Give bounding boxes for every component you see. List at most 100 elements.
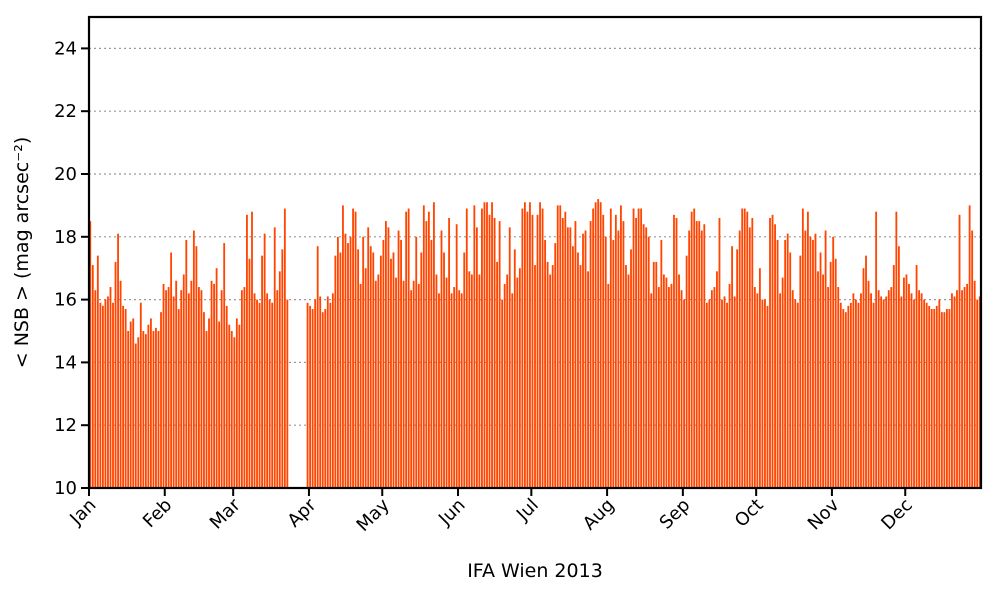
bar-day-232 — [673, 214, 675, 488]
bar-day-241 — [695, 221, 698, 488]
bar-day-49 — [210, 280, 213, 488]
bar-day-301 — [847, 305, 850, 488]
bar-day-51 — [215, 268, 218, 488]
bar-day-236 — [683, 299, 685, 488]
bar-day-262 — [748, 227, 751, 488]
bar-day-198 — [587, 271, 589, 488]
bar-day-298 — [839, 302, 842, 488]
bar-day-174 — [526, 211, 529, 488]
bar-day-105 — [352, 208, 354, 489]
bar-day-145 — [453, 287, 456, 488]
bar-day-271 — [771, 214, 774, 488]
bar-day-219 — [640, 208, 643, 489]
bar-day-26 — [152, 331, 155, 488]
bar-day-302 — [849, 302, 852, 488]
y-tick-label-16: 16 — [54, 290, 77, 311]
bar-day-283 — [801, 208, 804, 489]
bar-day-250 — [718, 217, 721, 488]
bar-day-330 — [920, 293, 923, 488]
bar-day-7 — [104, 299, 107, 488]
bar-day-124 — [400, 239, 402, 488]
bar-day-162 — [496, 261, 499, 488]
bar-day-15 — [124, 309, 127, 488]
x-tick-label-apr: Apr — [284, 494, 321, 531]
bar-day-163 — [498, 221, 501, 488]
bar-day-319 — [892, 265, 895, 488]
bar-day-167 — [508, 227, 511, 488]
bar-day-209 — [614, 214, 617, 488]
bar-day-25 — [150, 318, 152, 488]
bar-day-155 — [478, 274, 481, 488]
bar-day-76 — [278, 271, 281, 488]
bar-day-60 — [238, 324, 241, 488]
bar-day-227 — [660, 239, 663, 488]
bar-day-218 — [637, 208, 640, 489]
x-tick-label-jul: Jul — [512, 495, 543, 526]
bar-day-235 — [680, 290, 683, 488]
x-tick-label-oct: Oct — [731, 495, 768, 532]
bar-day-109 — [362, 236, 365, 488]
bar-day-53 — [220, 290, 223, 488]
bar-day-333 — [928, 305, 931, 488]
bar-day-34 — [172, 296, 175, 488]
bar-day-199 — [589, 221, 592, 488]
bar-day-208 — [612, 239, 615, 488]
bar-day-223 — [650, 293, 653, 488]
bar-day-214 — [627, 274, 630, 488]
bar-day-41 — [190, 280, 193, 488]
bar-day-42 — [192, 230, 195, 488]
bar-day-186 — [556, 205, 559, 488]
y-tick-label-18: 18 — [54, 227, 77, 248]
bar-day-268 — [764, 299, 766, 488]
bar-day-264 — [753, 287, 756, 488]
bar-day-326 — [910, 293, 913, 488]
y-tick-label-24: 24 — [54, 38, 77, 59]
bar-day-341 — [948, 309, 951, 488]
bar-day-289 — [817, 271, 819, 488]
bar-day-230 — [668, 287, 670, 488]
bar-day-107 — [357, 249, 360, 488]
bar-day-345 — [958, 214, 961, 488]
bar-day-45 — [200, 290, 203, 488]
bar-day-143 — [448, 217, 450, 488]
bar-day-311 — [872, 302, 875, 488]
bar-day-129 — [412, 280, 415, 488]
bar-day-325 — [908, 283, 910, 488]
bar-day-38 — [182, 274, 185, 488]
bar-day-127 — [407, 208, 410, 489]
bar-day-217 — [635, 217, 637, 488]
bar-day-10 — [112, 302, 114, 488]
bar-day-207 — [609, 208, 612, 489]
x-tick-label-feb: Feb — [139, 495, 176, 532]
bar-day-226 — [657, 287, 660, 488]
x-tick-label-dec: Dec — [877, 495, 916, 534]
bar-day-260 — [743, 208, 746, 489]
bar-day-322 — [900, 296, 903, 488]
bar-day-139 — [438, 293, 440, 488]
bar-day-65 — [251, 211, 253, 488]
bar-day-169 — [513, 249, 516, 488]
bar-day-293 — [827, 287, 830, 488]
bar-day-97 — [331, 293, 334, 488]
bar-day-5 — [99, 302, 102, 488]
bar-day-304 — [855, 299, 857, 488]
x-axis-ticks: Jan Feb Mar Apr May Jun Jul Aug Sep Oct Nov Dec — [65, 488, 917, 536]
bar-day-16 — [127, 331, 130, 488]
bar-day-1 — [89, 221, 92, 488]
bar-day-33 — [170, 252, 173, 488]
bar-day-265 — [756, 293, 759, 488]
bar-day-253 — [726, 302, 728, 488]
bar-day-321 — [897, 246, 900, 488]
bar-day-117 — [382, 239, 385, 488]
bar-day-251 — [721, 299, 723, 488]
bar-day-310 — [870, 293, 872, 488]
bar-day-108 — [359, 283, 362, 488]
bar-day-306 — [860, 293, 862, 488]
bar-day-329 — [918, 290, 920, 488]
bar-day-166 — [506, 274, 509, 488]
bar-day-136 — [430, 239, 433, 488]
bar-day-126 — [405, 211, 408, 488]
bar-day-269 — [766, 305, 769, 488]
bar-day-272 — [774, 224, 776, 489]
bar-day-140 — [440, 230, 443, 488]
